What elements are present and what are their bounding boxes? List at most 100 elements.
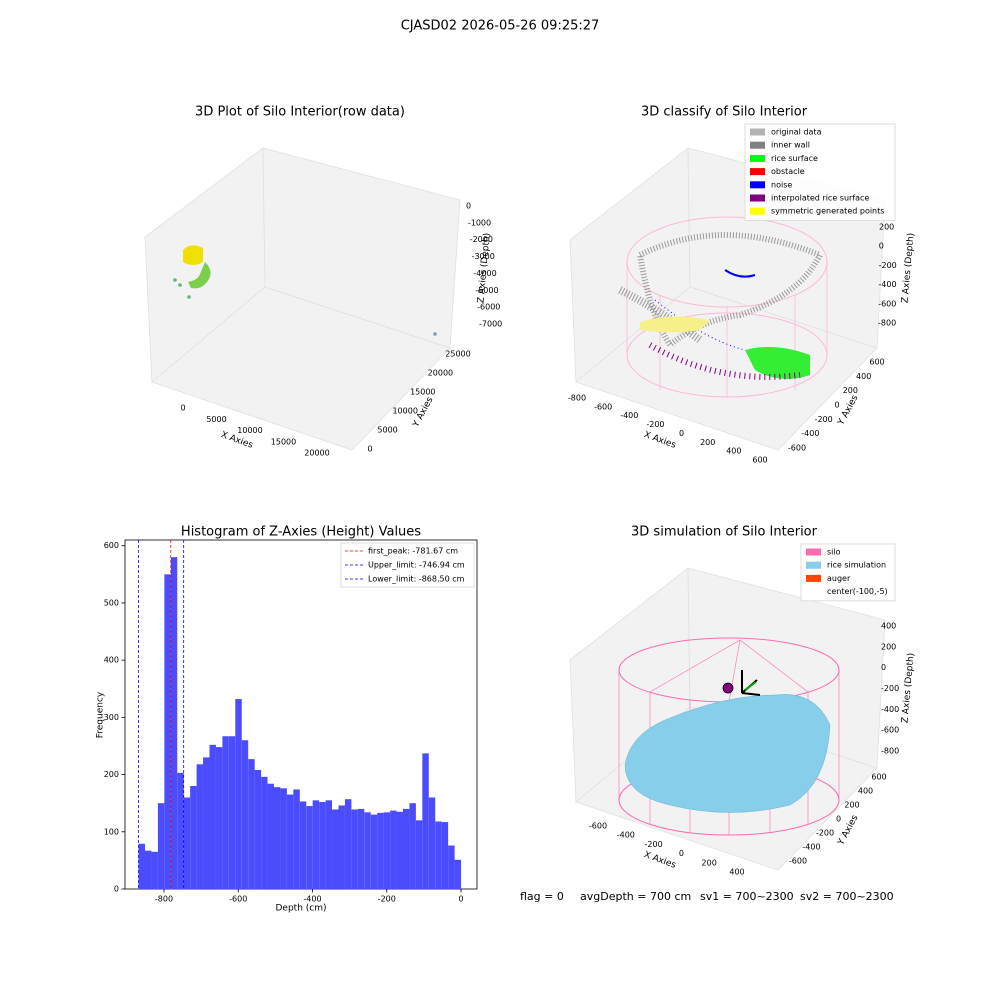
- z-tick-label: -2000: [470, 235, 493, 244]
- z-tick-label: -600: [881, 726, 899, 735]
- y-tick-label: 100: [104, 827, 119, 836]
- noise: [654, 299, 746, 351]
- y-tick-label: 25000: [445, 350, 470, 359]
- bar: [280, 788, 287, 889]
- bar: [196, 764, 204, 889]
- bar: [286, 794, 294, 889]
- x-tick-label: -200: [645, 840, 663, 849]
- x-tick-label: -400: [617, 831, 635, 840]
- bar: [351, 809, 358, 889]
- pane: [151, 286, 451, 451]
- y-tick-label: 0: [836, 815, 841, 824]
- x-tick-label: 600: [752, 456, 767, 465]
- legend-label: symmetric generated points: [771, 207, 884, 216]
- legend-label: auger: [827, 574, 851, 583]
- x-tick-label: -200: [378, 895, 396, 904]
- legend-box: [340, 542, 475, 588]
- bar: [344, 799, 352, 889]
- legend-swatch: [750, 168, 765, 176]
- x-tick-label: 0: [679, 429, 684, 438]
- noise: [724, 269, 756, 278]
- legend-label: Upper_limit: -746.94 cm: [368, 561, 465, 570]
- x-tick-label: 200: [700, 438, 715, 447]
- bar: [190, 786, 197, 889]
- bar: [241, 740, 249, 889]
- z-tick-label: -800: [878, 319, 896, 328]
- y-tick-label: 0: [367, 445, 372, 454]
- bar: [267, 783, 274, 889]
- y-tick-label: -600: [789, 857, 807, 866]
- z-tick-label: 0: [466, 202, 471, 211]
- center-marker: [722, 682, 734, 694]
- bar: [170, 557, 178, 889]
- legend-swatch: [806, 548, 821, 556]
- bar: [203, 757, 210, 889]
- y-tick-label: 0: [114, 885, 119, 894]
- z-tick-label: 200: [881, 642, 896, 651]
- bar: [254, 769, 262, 889]
- y-tick-label: 20000: [428, 369, 453, 378]
- status-text: flag = 0: [520, 890, 564, 903]
- x-tick-label: -800: [155, 895, 173, 904]
- x-tick-label: -600: [589, 822, 607, 831]
- x-tick-label: 5000: [206, 415, 226, 424]
- x-tick-label: -600: [229, 895, 247, 904]
- point: [433, 332, 437, 336]
- z-tick-label: -400: [881, 705, 899, 714]
- y-tick-label: 5000: [377, 426, 397, 435]
- x-tick-label: -600: [594, 402, 612, 411]
- legend-label: first_peak: -781.67 cm: [368, 547, 458, 556]
- y-tick-label: 200: [104, 770, 119, 779]
- bar: [312, 800, 320, 889]
- legend-swatch: [806, 574, 821, 582]
- bar: [248, 759, 255, 889]
- legend-label: rice simulation: [827, 561, 886, 570]
- panel-3d-raw: [144, 147, 461, 451]
- x-tick-label: 10000: [237, 426, 262, 435]
- legend-label: inner wall: [771, 141, 810, 150]
- z-tick-label: -200: [879, 261, 897, 270]
- point-cloud: [183, 245, 203, 265]
- inner-wall: [636, 232, 825, 350]
- x-tick-label: 0: [180, 404, 185, 413]
- y-tick-label: 0: [834, 401, 839, 410]
- bar: [151, 851, 158, 889]
- x-tick-label: -400: [303, 895, 321, 904]
- legend-label: obstacle: [771, 167, 805, 176]
- y-tick-label: 600: [104, 541, 119, 550]
- bar: [396, 811, 403, 889]
- legend-label: rice surface: [771, 154, 818, 163]
- bar: [222, 736, 229, 889]
- legend-swatch: [806, 588, 821, 596]
- bar: [402, 808, 410, 889]
- bar: [261, 776, 268, 889]
- bar: [299, 801, 307, 889]
- point: [187, 295, 191, 299]
- bar: [370, 814, 378, 889]
- legend-box: [744, 123, 896, 221]
- y-tick-label: 300: [104, 713, 119, 722]
- legend-label: silo: [827, 548, 841, 557]
- z-tick-label: 200: [879, 223, 894, 232]
- x-axis-label: Depth (cm): [275, 904, 326, 914]
- rice-simulation: [624, 694, 831, 813]
- bar: [306, 806, 313, 889]
- z-tick-label: -4000: [473, 269, 496, 278]
- legend-label: noise: [771, 180, 792, 189]
- panel-title: Histogram of Z-Axies (Height) Values: [181, 525, 421, 540]
- x-tick-label: -400: [620, 411, 638, 420]
- bar: [228, 736, 236, 889]
- point-cloud: [188, 262, 211, 289]
- z-tick-label: -1000: [468, 218, 491, 227]
- x-tick-label: 200: [702, 858, 717, 867]
- bar: [209, 744, 216, 889]
- point: [178, 283, 182, 287]
- bar: [454, 859, 462, 889]
- legend-swatch: [806, 561, 821, 569]
- z-tick-label: 400: [881, 622, 896, 631]
- y-tick-label: -200: [816, 829, 834, 838]
- y-tick-label: -600: [788, 444, 806, 453]
- y-tick-label: 400: [104, 656, 119, 665]
- status-text: avgDepth = 700 cm: [580, 890, 691, 903]
- bar: [441, 822, 449, 889]
